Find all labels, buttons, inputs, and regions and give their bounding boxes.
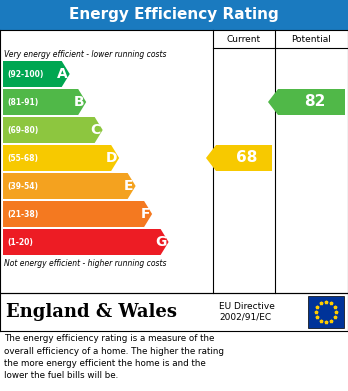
Text: A: A bbox=[57, 67, 68, 81]
Text: E: E bbox=[124, 179, 134, 193]
Text: 68: 68 bbox=[236, 151, 258, 165]
Text: (39-54): (39-54) bbox=[7, 181, 38, 190]
Polygon shape bbox=[3, 173, 136, 199]
Text: F: F bbox=[141, 207, 150, 221]
Text: (21-38): (21-38) bbox=[7, 210, 38, 219]
Polygon shape bbox=[206, 145, 272, 171]
Text: G: G bbox=[155, 235, 167, 249]
Text: Current: Current bbox=[227, 34, 261, 43]
Polygon shape bbox=[3, 117, 103, 143]
Text: D: D bbox=[106, 151, 117, 165]
Text: B: B bbox=[73, 95, 84, 109]
Text: 82: 82 bbox=[304, 95, 325, 109]
Bar bbox=[308, 296, 344, 328]
Polygon shape bbox=[3, 145, 119, 171]
Text: Potential: Potential bbox=[292, 34, 331, 43]
Text: (1-20): (1-20) bbox=[7, 237, 33, 246]
Polygon shape bbox=[3, 61, 70, 87]
Polygon shape bbox=[3, 89, 86, 115]
Polygon shape bbox=[268, 89, 345, 115]
Text: Energy Efficiency Rating: Energy Efficiency Rating bbox=[69, 7, 279, 23]
Text: England & Wales: England & Wales bbox=[6, 303, 177, 321]
Text: (81-91): (81-91) bbox=[7, 97, 38, 106]
Text: (55-68): (55-68) bbox=[7, 154, 38, 163]
Text: The energy efficiency rating is a measure of the
overall efficiency of a home. T: The energy efficiency rating is a measur… bbox=[4, 334, 224, 380]
Text: (69-80): (69-80) bbox=[7, 126, 38, 135]
Text: Very energy efficient - lower running costs: Very energy efficient - lower running co… bbox=[4, 50, 166, 59]
Polygon shape bbox=[3, 201, 152, 227]
Text: (92-100): (92-100) bbox=[7, 70, 44, 79]
Text: EU Directive
2002/91/EC: EU Directive 2002/91/EC bbox=[219, 302, 275, 322]
Text: Not energy efficient - higher running costs: Not energy efficient - higher running co… bbox=[4, 258, 166, 267]
Polygon shape bbox=[3, 229, 168, 255]
Text: C: C bbox=[90, 123, 101, 137]
Bar bbox=[0, 0, 348, 30]
